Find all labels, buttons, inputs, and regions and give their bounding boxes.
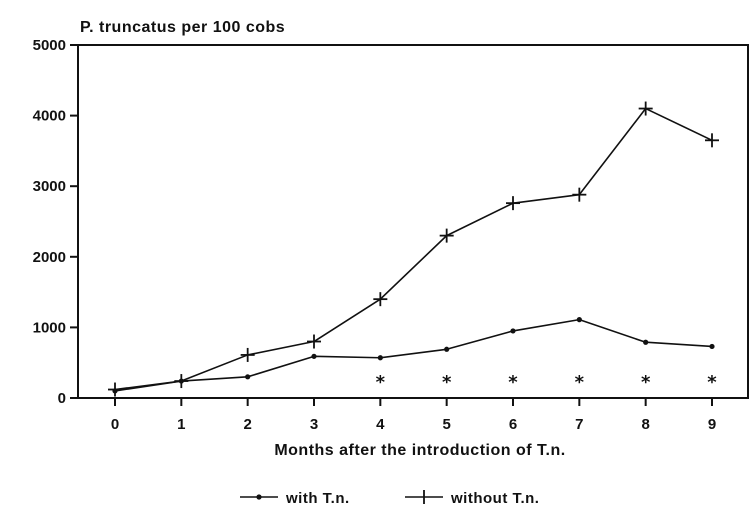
x-tick-label: 2: [243, 416, 251, 433]
data-point: [245, 374, 251, 380]
significance-star: *: [707, 372, 717, 393]
data-point: [709, 343, 715, 350]
y-tick-label: 1000: [33, 319, 66, 336]
series-layer: [108, 101, 719, 397]
data-point: [307, 334, 321, 349]
data-point: [576, 317, 582, 323]
legend-label-without-tn: without T.n.: [450, 490, 539, 507]
data-point: [638, 101, 653, 116]
x-tick-label: 0: [111, 416, 119, 433]
y-tick-label: 2000: [33, 249, 66, 266]
data-point: [510, 328, 516, 334]
data-point: [444, 346, 450, 352]
y-axis-title: P. truncatus per 100 cobs: [80, 19, 285, 36]
x-tick-label: 8: [641, 416, 649, 433]
x-tick-label: 4: [376, 416, 385, 433]
x-tick-label: 3: [310, 416, 318, 433]
series-line-1: [114, 318, 713, 392]
y-tick-label: 4000: [33, 108, 66, 125]
significance-markers: * * * * * *: [376, 372, 718, 393]
significance-star: *: [641, 372, 651, 393]
data-point: [174, 374, 189, 389]
plot-frame: [77, 44, 749, 399]
data-point: [506, 196, 520, 211]
data-point: [572, 187, 587, 202]
x-tick-label: 6: [509, 416, 517, 433]
x-axis-ticks: 0 1 2 3 4 5 6 7 8 9: [111, 398, 716, 433]
data-point: [108, 382, 122, 397]
data-point: [643, 339, 649, 345]
x-tick-label: 1: [177, 416, 185, 433]
data-point: [439, 228, 454, 243]
x-axis-title: Months after the introduction of T.n.: [274, 442, 565, 459]
significance-star: *: [442, 372, 452, 393]
y-tick-label: 0: [58, 390, 66, 407]
significance-star: *: [376, 372, 386, 393]
x-tick-label: 9: [708, 416, 716, 433]
data-point: [705, 133, 719, 148]
series-line-2: [114, 107, 713, 391]
x-tick-label: 5: [442, 416, 450, 433]
y-axis-ticks: 0 1000 2000 3000 4000 5000: [33, 37, 78, 407]
data-point: [240, 347, 255, 362]
legend-label-with-tn: with T.n.: [285, 490, 350, 507]
y-tick-label: 5000: [33, 37, 66, 54]
legend: with T.n. without T.n.: [240, 490, 539, 507]
data-point: [377, 355, 383, 361]
y-tick-label: 3000: [33, 178, 66, 195]
x-tick-label: 7: [575, 416, 583, 433]
data-point: [311, 353, 317, 359]
significance-star: *: [508, 372, 518, 393]
legend-marker-dot: [256, 494, 262, 500]
data-point: [373, 292, 388, 307]
significance-star: *: [575, 372, 585, 393]
